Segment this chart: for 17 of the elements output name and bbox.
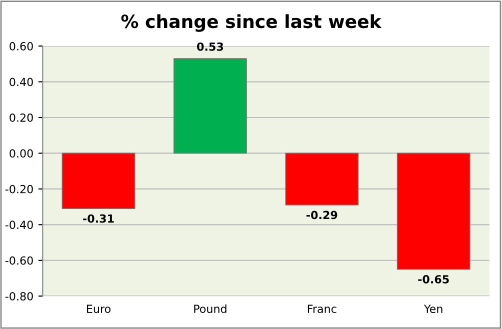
y-tick-label: -0.80 [5, 292, 33, 300]
y-tick-label: -0.40 [5, 220, 33, 230]
x-tick-label: Yen [424, 304, 442, 314]
chart-title: % change since last week [121, 14, 382, 32]
x-tick-label: Pound [194, 304, 226, 314]
y-tick-label: 0.20 [10, 113, 33, 122]
data-label: -0.31 [83, 214, 114, 223]
y-tick-label: -0.60 [5, 256, 33, 265]
data-label: -0.65 [418, 275, 449, 284]
x-tick-label: Euro [87, 304, 110, 314]
y-tick-label: 0.00 [10, 149, 33, 158]
data-label: -0.29 [306, 210, 338, 220]
y-tick-label: 0.40 [10, 78, 33, 86]
data-label: 0.53 [197, 42, 224, 51]
x-tick-label: Franc [308, 304, 336, 314]
y-tick-label: -0.20 [5, 184, 33, 194]
y-tick-label: 0.60 [10, 42, 33, 50]
